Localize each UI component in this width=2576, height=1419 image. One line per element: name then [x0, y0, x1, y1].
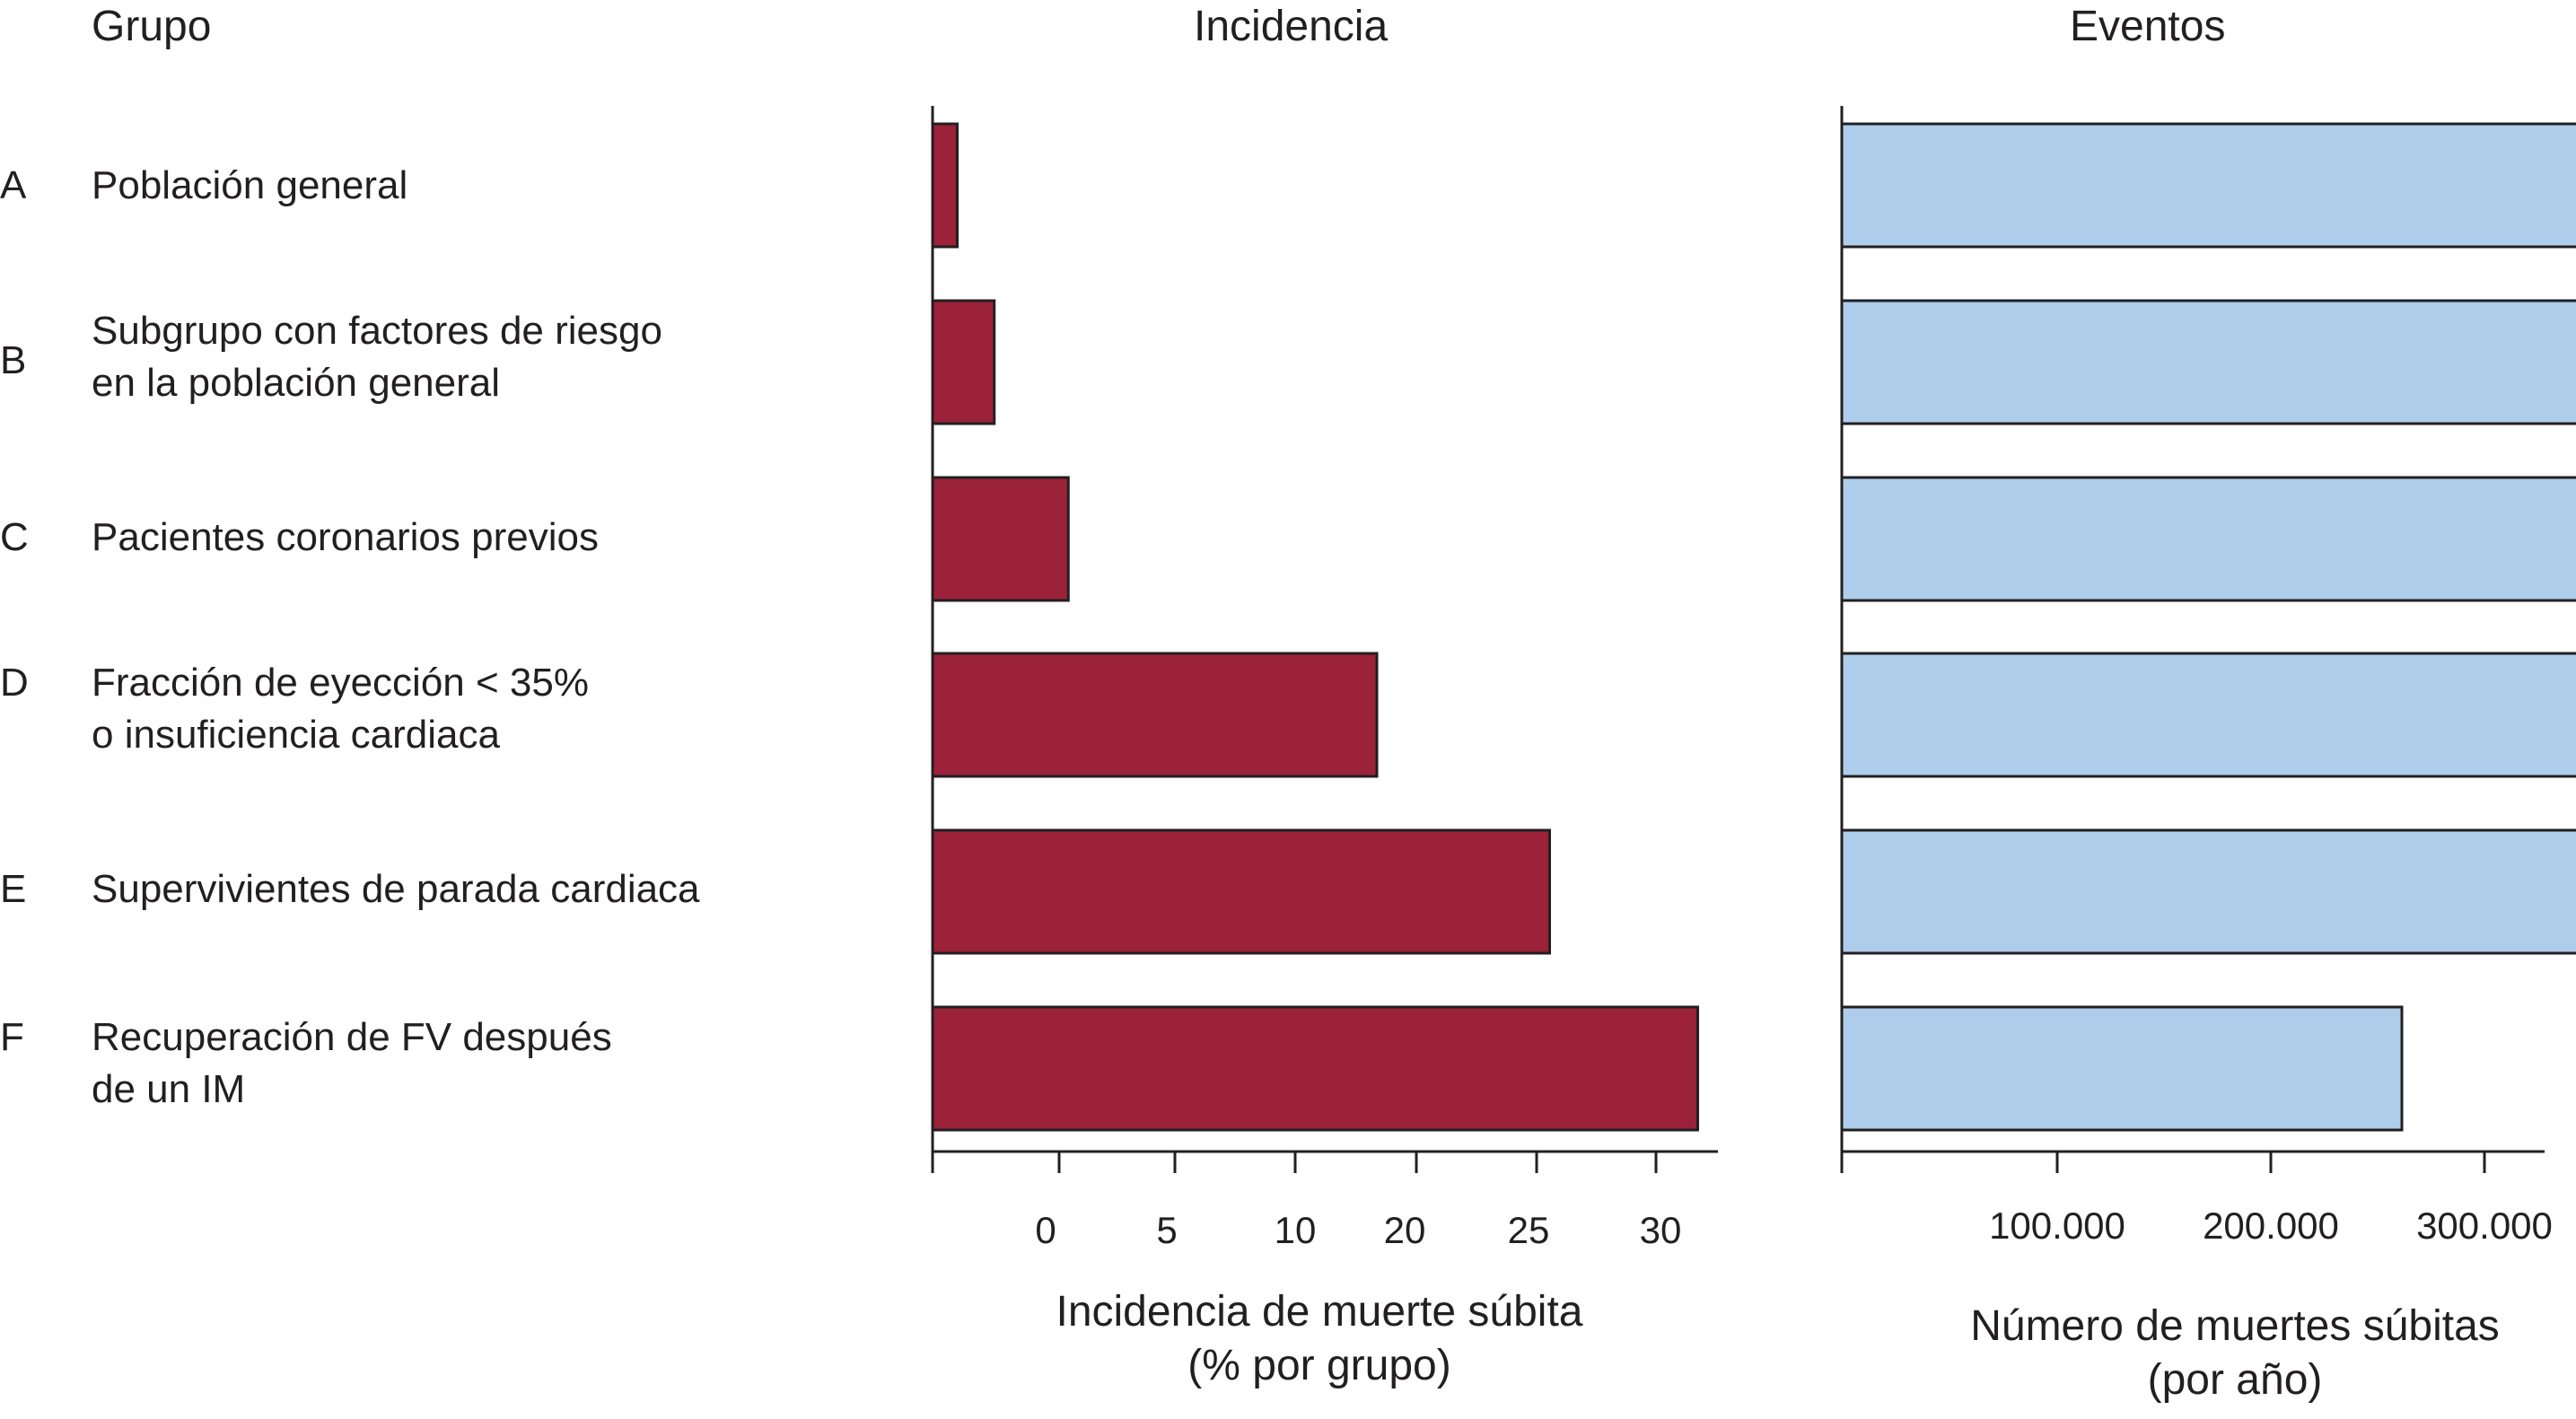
group-letter-e: E: [0, 867, 27, 911]
group-label-f: Recuperación de FV después de un IM: [92, 1015, 612, 1111]
incidence-tick-label-2: 10: [1275, 1209, 1317, 1251]
incidence-tick-label-4: 25: [1508, 1209, 1550, 1251]
group-column-heading: Grupo: [92, 3, 212, 50]
group-label-a: Población general: [92, 163, 408, 207]
group-letter-c: C: [0, 515, 29, 559]
incidence-bar-c: [931, 476, 1070, 602]
incidence-axis-title: Incidencia de muerte súbita (% por grupo…: [1056, 1288, 1583, 1389]
incidence-panel-heading: Incidencia: [1194, 3, 1389, 50]
events-bar-a: [1840, 122, 2576, 249]
incidence-tick-label-5: 30: [1640, 1209, 1682, 1251]
events-bar-e: [1840, 828, 2576, 955]
events-bar-f: [1840, 1005, 2404, 1132]
group-letter-a: A: [0, 163, 27, 207]
group-label-d: Fracción de eyección < 35% o insuficienc…: [92, 661, 589, 757]
incidence-bar-a: [931, 122, 959, 249]
group-letter-b: B: [0, 338, 27, 382]
events-panel-heading: Eventos: [2070, 3, 2226, 50]
incidence-tick-label-0: 0: [1035, 1209, 1056, 1251]
events-tick-label-2: 300.000: [2416, 1204, 2553, 1247]
incidence-bar-b: [931, 299, 996, 425]
incidence-bar-f: [931, 1005, 1699, 1132]
events-bar-c: [1840, 476, 2576, 602]
group-letter-d: D: [0, 661, 29, 705]
events-tick-label-1: 200.000: [2203, 1204, 2339, 1247]
events-axis-title: Número de muertes súbitas (por año): [1970, 1302, 2500, 1404]
incidence-tick-label-1: 5: [1156, 1209, 1177, 1251]
group-letter-f: F: [0, 1015, 24, 1059]
incidence-bar-e: [931, 828, 1551, 955]
incidence-tick-label-3: 20: [1384, 1209, 1426, 1251]
events-bar-d: [1840, 652, 2576, 778]
group-label-c: Pacientes coronarios previos: [92, 515, 599, 559]
events-tick-label-0: 100.000: [1989, 1204, 2125, 1247]
group-label-b: Subgrupo con factores de riesgo en la po…: [92, 309, 662, 405]
events-bar-b: [1840, 299, 2576, 425]
group-label-e: Supervivientes de parada cardiaca: [92, 867, 700, 911]
incidence-bar-d: [931, 652, 1379, 778]
